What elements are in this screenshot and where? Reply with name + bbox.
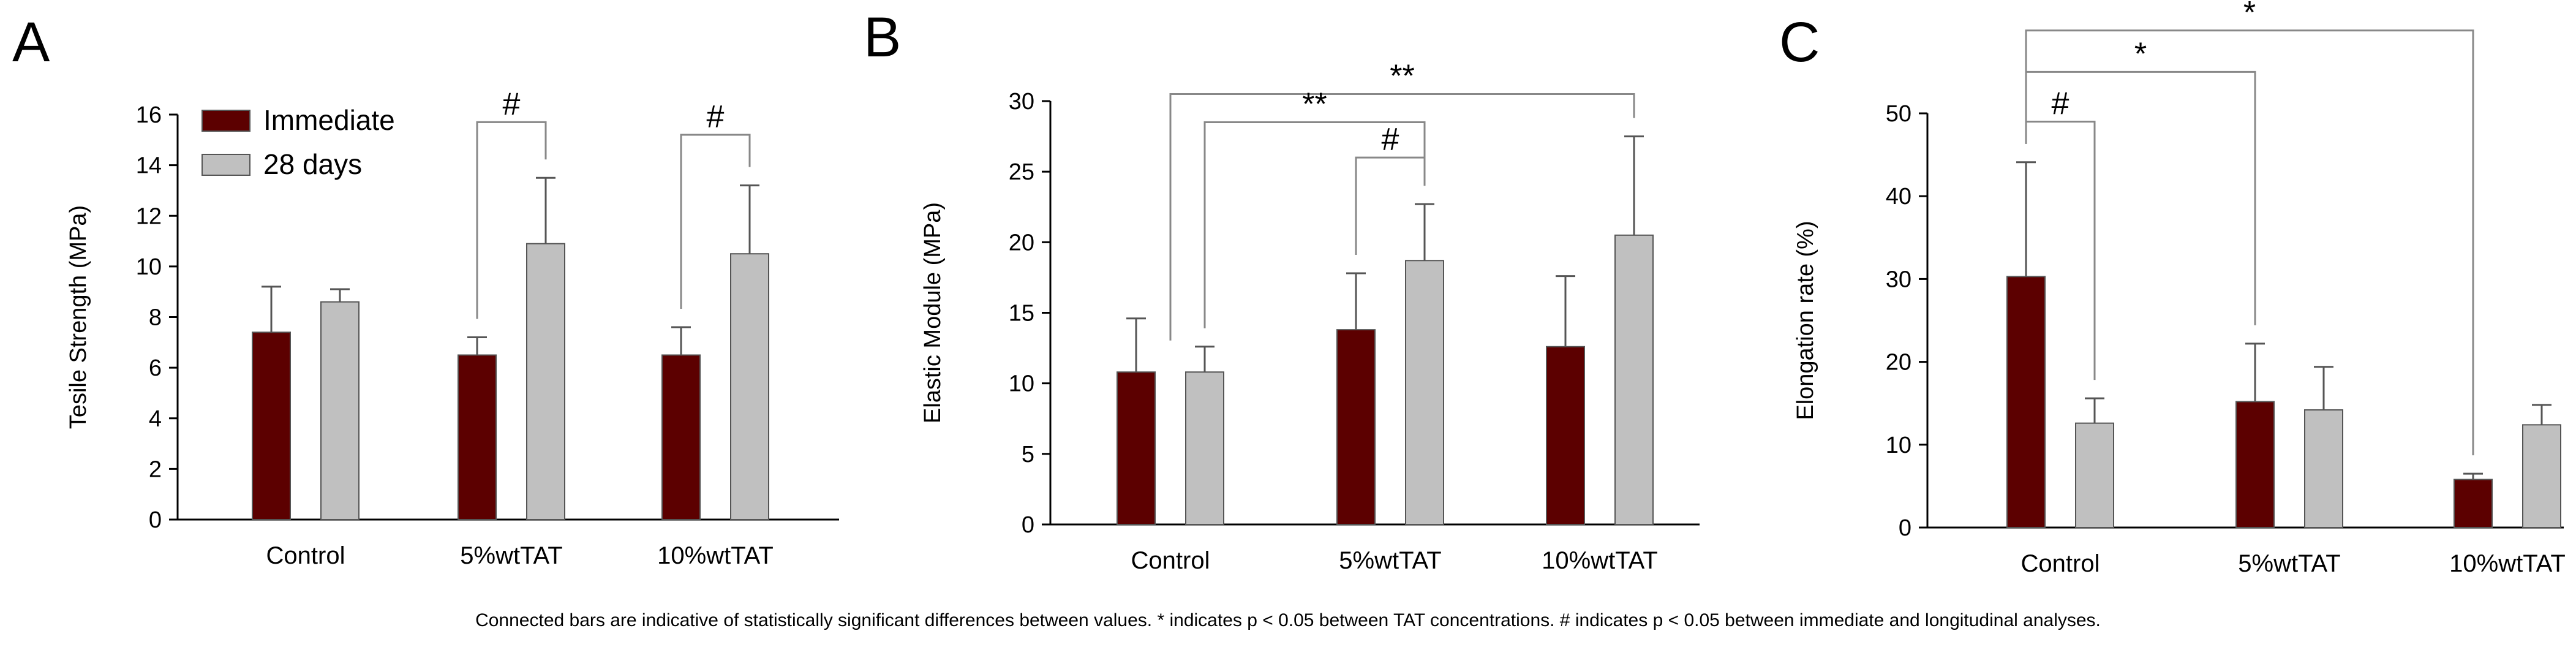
x-tick-label: Control bbox=[266, 542, 345, 569]
y-tick-label: 50 bbox=[1886, 101, 1911, 127]
bar-28-days bbox=[2075, 422, 2114, 529]
y-tick-label: 6 bbox=[149, 355, 162, 381]
y-tick-label: 5 bbox=[1022, 442, 1034, 467]
x-tick-label: 5%wtTAT bbox=[1339, 547, 1441, 574]
x-tick-label: 5%wtTAT bbox=[2238, 550, 2340, 577]
significance-bracket bbox=[1355, 156, 1426, 255]
y-tick-label: 8 bbox=[149, 305, 162, 331]
bar-28-days bbox=[1405, 260, 1444, 525]
legend-swatch bbox=[201, 110, 250, 132]
legend-label: 28 days bbox=[263, 148, 362, 180]
y-axis-label: Elongation rate (%) bbox=[1793, 221, 1818, 420]
y-tick-label: 2 bbox=[149, 456, 162, 482]
legend: Immediate 28 days bbox=[201, 104, 395, 180]
bar-28-days bbox=[320, 301, 360, 520]
significance-bracket bbox=[476, 121, 547, 319]
significance-marker: ** bbox=[1302, 87, 1327, 123]
bar-immediate bbox=[1336, 329, 1376, 525]
significance-bracket bbox=[1203, 121, 1426, 328]
y-tick-label: 14 bbox=[136, 153, 162, 179]
significance-marker: # bbox=[2052, 86, 2069, 122]
x-tick-label: 10%wtTAT bbox=[1542, 547, 1658, 574]
y-tick-label: 30 bbox=[1009, 89, 1034, 115]
bar-immediate bbox=[1117, 371, 1156, 525]
significance-bracket bbox=[2025, 121, 2096, 380]
significance-bracket bbox=[2025, 29, 2474, 456]
significance-marker: ** bbox=[1390, 58, 1414, 94]
legend-label: Immediate bbox=[263, 104, 395, 136]
bar-28-days bbox=[730, 253, 769, 520]
y-tick-label: 0 bbox=[1022, 512, 1034, 538]
y-tick-label: 4 bbox=[149, 406, 162, 432]
y-tick-label: 0 bbox=[1899, 515, 1911, 541]
y-tick-label: 20 bbox=[1886, 350, 1911, 376]
significance-bracket bbox=[2025, 70, 2256, 325]
bar-immediate bbox=[2454, 479, 2493, 528]
bar-28-days bbox=[526, 243, 565, 520]
bar-28-days bbox=[2522, 424, 2561, 528]
panel-a: A Tesile Strength (MPa) 0 2 4 6 8 10 12 14 16 Contr… bbox=[12, 11, 839, 569]
y-tick-label: 16 bbox=[136, 102, 162, 128]
y-axis-label: Elastic Module (MPa) bbox=[920, 202, 946, 423]
y-tick-label: 15 bbox=[1009, 301, 1034, 327]
bar-immediate bbox=[2006, 276, 2046, 528]
significance-marker: # bbox=[1382, 122, 1399, 157]
bar-immediate bbox=[252, 331, 291, 520]
y-tick-label: 10 bbox=[1009, 371, 1034, 397]
bar-immediate bbox=[458, 354, 497, 520]
y-tick-label: 10 bbox=[136, 254, 162, 280]
y-axis-label: Tesile Strength (MPa) bbox=[66, 205, 91, 429]
x-tick-label: 10%wtTAT bbox=[657, 542, 774, 569]
panel-letter: C bbox=[1779, 11, 1820, 74]
x-tick-label: 10%wtTAT bbox=[2449, 550, 2566, 577]
significance-marker: # bbox=[503, 86, 521, 122]
bar-immediate bbox=[1546, 346, 1585, 526]
bar-immediate bbox=[2235, 401, 2275, 528]
y-tick-label: 20 bbox=[1009, 230, 1034, 255]
significance-bracket bbox=[1169, 93, 1635, 341]
y-tick-label: 25 bbox=[1009, 159, 1034, 185]
y-tick-label: 40 bbox=[1886, 184, 1911, 210]
significance-marker: # bbox=[707, 99, 725, 135]
x-tick-label: 5%wtTAT bbox=[460, 542, 562, 569]
bar-28-days bbox=[1185, 371, 1224, 525]
figure-caption: Connected bars are indicative of statist… bbox=[475, 610, 2101, 630]
panel-b: B Elastic Module (MPa) 0 5 10 15 20 25 30 Control… bbox=[864, 6, 1700, 574]
x-tick-label: Control bbox=[2021, 550, 2100, 577]
panel-letter: B bbox=[864, 6, 901, 69]
panel-letter: A bbox=[12, 11, 50, 74]
significance-marker: * bbox=[2134, 36, 2147, 72]
significance-marker: * bbox=[2243, 0, 2256, 31]
significance-bracket bbox=[680, 134, 751, 309]
x-tick-label: Control bbox=[1131, 547, 1210, 574]
bar-28-days bbox=[2304, 409, 2343, 528]
y-tick-label: 30 bbox=[1886, 267, 1911, 292]
panel-c: C Elongation rate (%) 0 10 20 30 40 50 Control 5%… bbox=[1779, 0, 2566, 577]
y-tick-label: 12 bbox=[136, 203, 162, 229]
bar-28-days bbox=[1614, 234, 1654, 525]
y-tick-label: 10 bbox=[1886, 433, 1911, 458]
bar-immediate bbox=[661, 354, 701, 520]
y-tick-label: 0 bbox=[149, 507, 162, 533]
legend-swatch bbox=[201, 154, 250, 176]
